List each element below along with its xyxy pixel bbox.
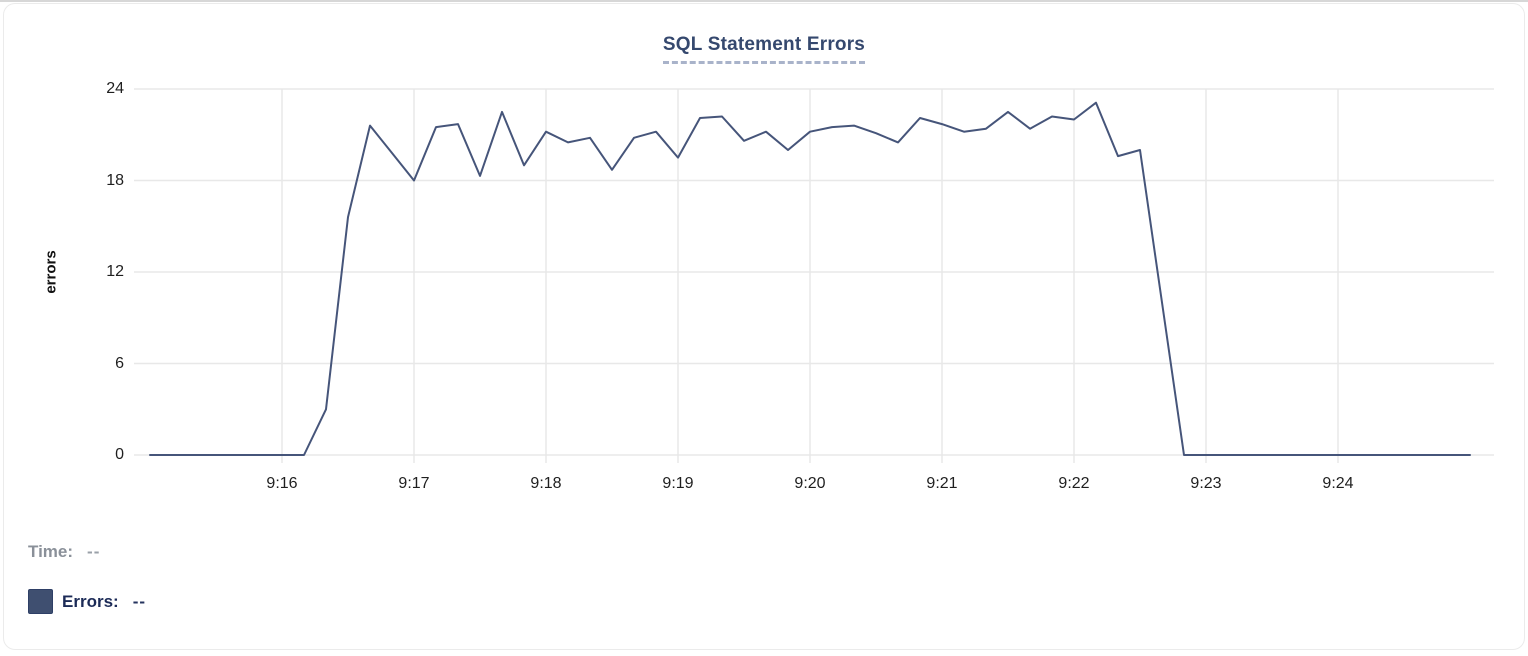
y-tick-label: 18 <box>106 171 124 189</box>
tooltip-errors-value: -- <box>132 591 147 611</box>
y-tick-label: 24 <box>106 80 124 97</box>
x-tick-label: 9:16 <box>266 475 298 492</box>
x-tick-label: 9:20 <box>794 475 826 492</box>
errors-series-line <box>149 101 1471 456</box>
x-tick-label: 9:18 <box>530 475 562 492</box>
chart-title[interactable]: SQL Statement Errors <box>662 34 866 64</box>
x-tick-label: 9:24 <box>1322 475 1354 492</box>
x-tick-label: 9:23 <box>1190 475 1222 492</box>
y-tick-label: 6 <box>115 354 124 372</box>
y-tick-label: 0 <box>115 446 124 463</box>
tooltip-time-label: Time: <box>28 542 74 561</box>
x-tick-label: 9:21 <box>926 475 958 492</box>
tooltip-time-row: Time: -- <box>28 542 100 562</box>
tooltip-errors-row: Errors: -- <box>28 589 146 614</box>
x-tick-label: 9:17 <box>398 475 430 492</box>
tooltip-time-value: -- <box>87 542 101 561</box>
top-divider <box>0 0 1528 2</box>
line-chart-plot-area[interactable] <box>4 4 1528 656</box>
y-tick-label: 12 <box>106 263 124 280</box>
tooltip-errors-label: Errors: <box>62 591 119 611</box>
chart-title-row: SQL Statement Errors <box>4 34 1524 64</box>
x-tick-label: 9:19 <box>662 475 694 492</box>
chart-card: SQL Statement Errors errors 0 6 12 18 24 9:1… <box>3 3 1525 650</box>
x-tick-label: 9:22 <box>1058 475 1090 492</box>
errors-series-swatch <box>28 589 53 614</box>
